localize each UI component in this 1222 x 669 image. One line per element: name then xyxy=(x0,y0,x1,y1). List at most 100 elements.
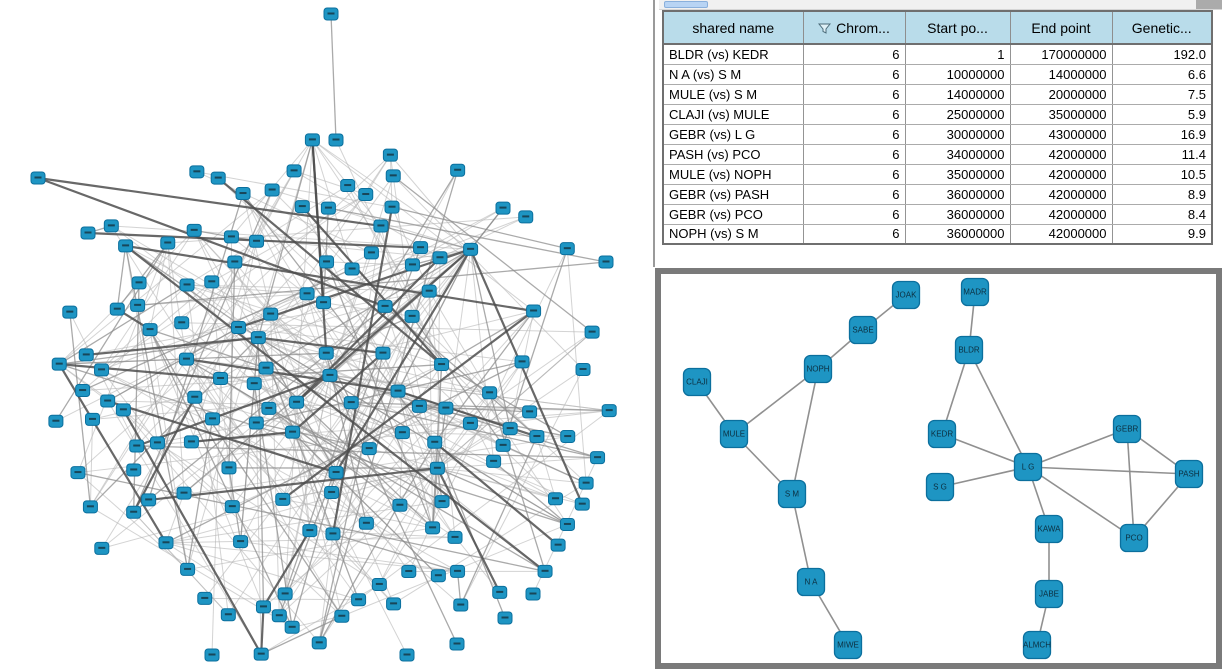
column-header-end-point[interactable]: End point xyxy=(1009,10,1113,45)
network-node[interactable] xyxy=(434,358,450,372)
network-node[interactable] xyxy=(103,219,119,233)
column-header-shared-name[interactable]: shared name xyxy=(662,10,804,45)
graph-node-l-g[interactable]: L G xyxy=(1013,452,1043,482)
cell-value[interactable]: 6 xyxy=(803,124,906,145)
node-shape[interactable] xyxy=(796,567,826,597)
graph-node-sabe[interactable]: SABE xyxy=(848,315,878,345)
network-node[interactable] xyxy=(358,516,374,530)
network-node[interactable] xyxy=(384,200,400,214)
network-node[interactable] xyxy=(319,255,335,269)
graph-node-miwe[interactable]: MIWE xyxy=(833,630,863,660)
table-row[interactable]: GEBR (vs) L G 6 30000000 43000000 16.9 xyxy=(663,124,1213,145)
network-node[interactable] xyxy=(235,187,251,201)
cell-value[interactable]: 170000000 xyxy=(1010,44,1113,65)
node-shape[interactable] xyxy=(833,630,863,660)
cell-value[interactable]: 11.4 xyxy=(1112,144,1213,165)
network-node[interactable] xyxy=(302,524,318,538)
network-node[interactable] xyxy=(304,133,320,147)
graph-node-almch[interactable]: ALMCH xyxy=(1022,630,1051,660)
network-node[interactable] xyxy=(548,492,564,506)
network-node[interactable] xyxy=(94,363,110,377)
graph-node-pash[interactable]: PASH xyxy=(1174,459,1204,489)
network-node[interactable] xyxy=(126,505,142,519)
column-header-start-po[interactable]: Start po... xyxy=(904,10,1011,45)
network-node[interactable] xyxy=(248,416,264,430)
node-shape[interactable] xyxy=(1174,459,1204,489)
network-node[interactable] xyxy=(294,200,310,214)
network-node[interactable] xyxy=(78,348,94,362)
network-node[interactable] xyxy=(82,500,98,514)
cell-value[interactable]: 6 xyxy=(803,204,906,225)
network-node[interactable] xyxy=(340,179,356,193)
network-node[interactable] xyxy=(316,296,332,310)
network-node[interactable] xyxy=(450,564,466,578)
cell-value[interactable]: 9.9 xyxy=(1112,224,1213,245)
cell-shared-name[interactable]: GEBR (vs) PCO xyxy=(663,204,804,225)
cell-value[interactable]: 14000000 xyxy=(905,84,1011,105)
node-shape[interactable] xyxy=(960,277,990,307)
node-shape[interactable] xyxy=(682,367,712,397)
graph-node-n-a[interactable]: N A xyxy=(796,567,826,597)
network-node[interactable] xyxy=(434,495,450,509)
cell-value[interactable]: 10000000 xyxy=(905,64,1011,85)
cell-shared-name[interactable]: N A (vs) S M xyxy=(663,64,804,85)
network-node[interactable] xyxy=(246,377,262,391)
network-node[interactable] xyxy=(118,239,134,253)
network-node[interactable] xyxy=(261,401,277,415)
cell-shared-name[interactable]: PASH (vs) PCO xyxy=(663,144,804,165)
graph-node-mule[interactable]: MULE xyxy=(719,419,749,449)
cell-value[interactable]: 6 xyxy=(803,64,906,85)
table-row[interactable]: MULE (vs) NOPH 6 35000000 42000000 10.5 xyxy=(663,164,1213,185)
cell-value[interactable]: 25000000 xyxy=(905,104,1011,125)
network-node[interactable] xyxy=(449,637,465,651)
scrollbar-thumb[interactable] xyxy=(664,1,708,8)
network-node[interactable] xyxy=(482,386,498,400)
network-node[interactable] xyxy=(284,620,300,634)
cell-value[interactable]: 43000000 xyxy=(1010,124,1113,145)
network-node[interactable] xyxy=(75,384,91,398)
cell-value[interactable]: 42000000 xyxy=(1010,164,1113,185)
network-node[interactable] xyxy=(271,609,287,623)
network-node[interactable] xyxy=(453,598,469,612)
node-shape[interactable] xyxy=(1034,579,1064,609)
network-node[interactable] xyxy=(328,465,344,479)
network-node[interactable] xyxy=(526,304,542,318)
network-node[interactable] xyxy=(560,430,576,444)
graph-node-noph[interactable]: NOPH xyxy=(803,354,833,384)
network-node[interactable] xyxy=(598,255,614,269)
network-node[interactable] xyxy=(126,463,142,477)
cell-value[interactable]: 6 xyxy=(803,164,906,185)
network-node[interactable] xyxy=(522,405,538,419)
cell-value[interactable]: 6 xyxy=(803,84,906,105)
graph-node-gebr[interactable]: GEBR xyxy=(1112,414,1142,444)
node-shape[interactable] xyxy=(777,479,807,509)
network-node[interactable] xyxy=(318,346,334,360)
graph-node-joak[interactable]: JOAK xyxy=(891,280,921,310)
network-node[interactable] xyxy=(285,425,301,439)
table-row[interactable]: CLAJI (vs) MULE 6 25000000 35000000 5.9 xyxy=(663,104,1213,125)
network-node[interactable] xyxy=(189,165,205,179)
table-row[interactable]: GEBR (vs) PASH 6 36000000 42000000 8.9 xyxy=(663,184,1213,205)
network-node[interactable] xyxy=(131,276,147,290)
network-node[interactable] xyxy=(495,438,511,452)
network-node[interactable] xyxy=(525,587,541,601)
network-node[interactable] xyxy=(249,234,265,248)
cell-value[interactable]: 1 xyxy=(905,44,1011,65)
network-node[interactable] xyxy=(322,368,338,382)
network-node[interactable] xyxy=(328,133,344,147)
network-node[interactable] xyxy=(320,201,336,215)
network-node[interactable] xyxy=(425,521,441,535)
network-node[interactable] xyxy=(502,422,518,436)
network-node[interactable] xyxy=(255,600,271,614)
network-node[interactable] xyxy=(382,148,398,162)
network-node[interactable] xyxy=(373,219,389,233)
table-row[interactable]: PASH (vs) PCO 6 34000000 42000000 11.4 xyxy=(663,144,1213,165)
cell-value[interactable]: 35000000 xyxy=(905,164,1011,185)
network-node[interactable] xyxy=(447,530,463,544)
cell-value[interactable]: 34000000 xyxy=(905,144,1011,165)
network-node[interactable] xyxy=(84,412,100,426)
network-node[interactable] xyxy=(334,609,350,623)
network-node[interactable] xyxy=(361,442,377,456)
network-node[interactable] xyxy=(574,497,590,511)
network-node[interactable] xyxy=(115,403,131,417)
